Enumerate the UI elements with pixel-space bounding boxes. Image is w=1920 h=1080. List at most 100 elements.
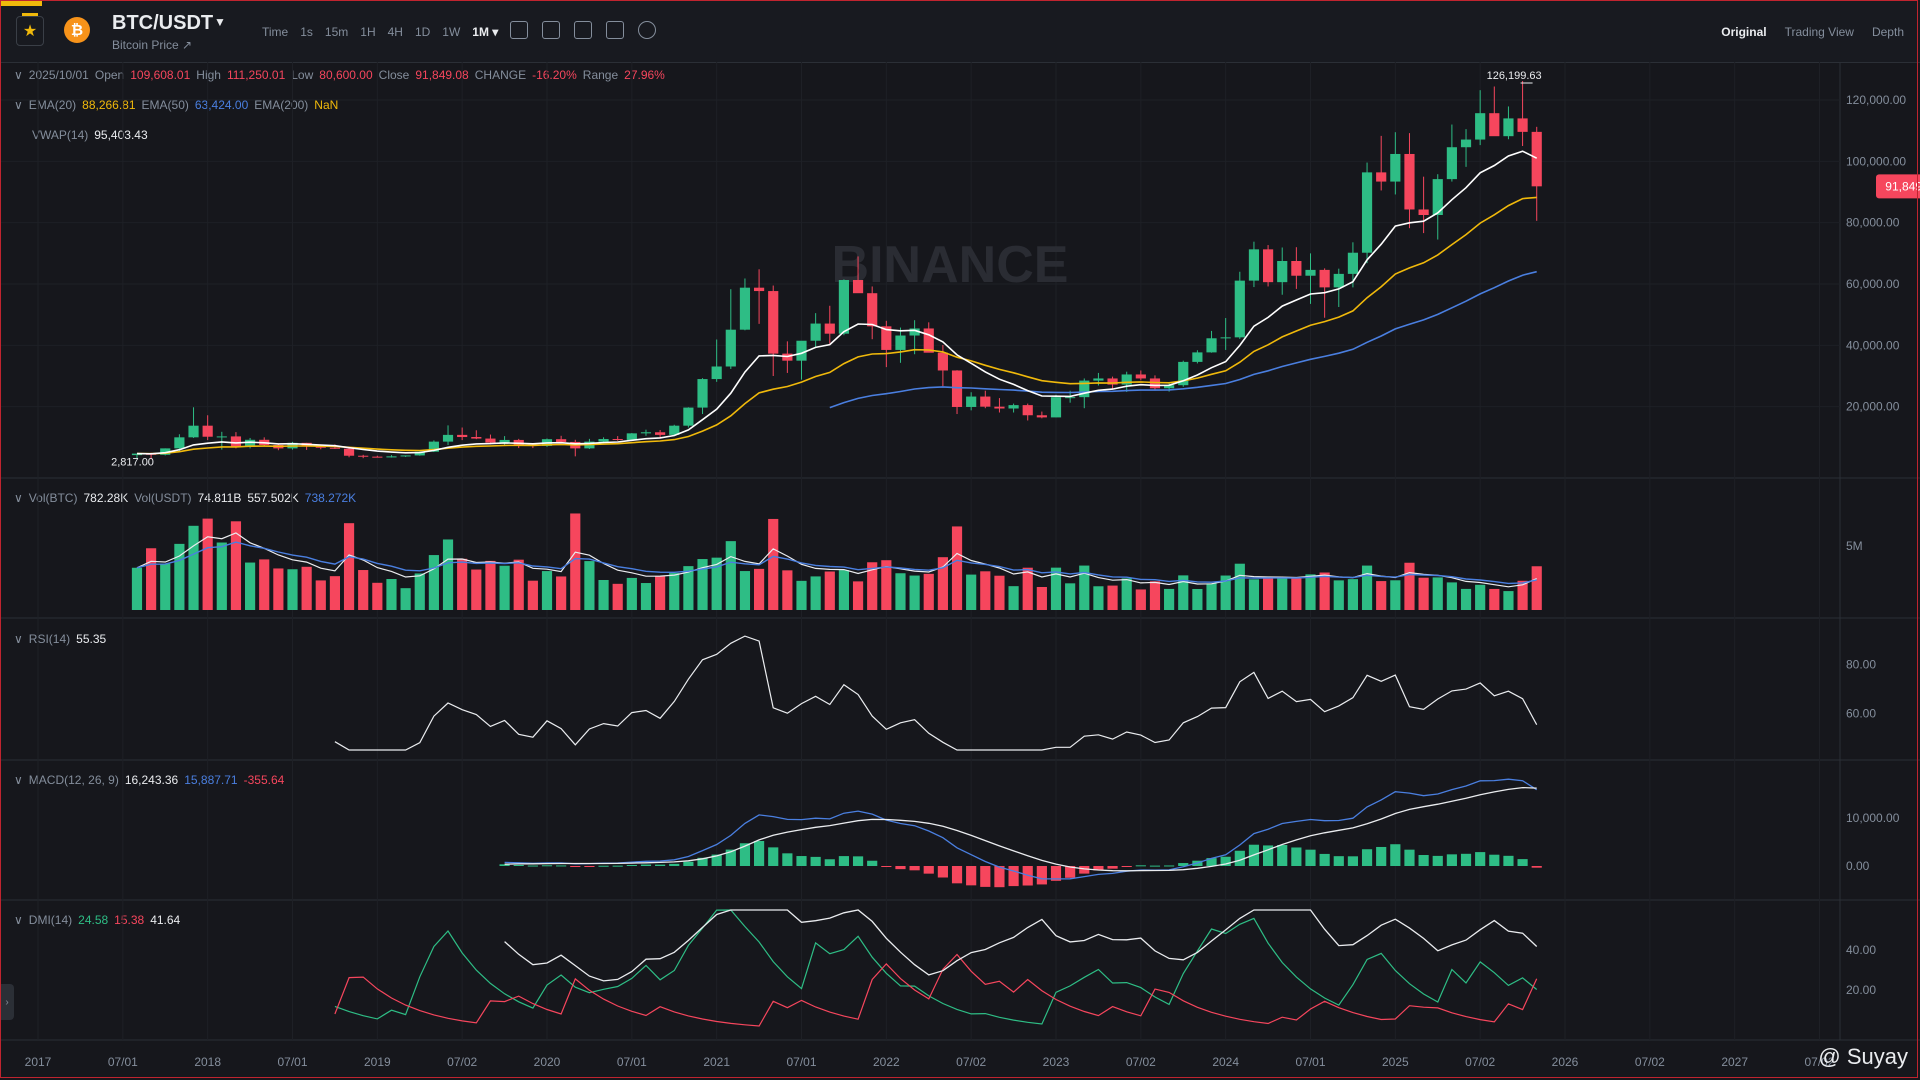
volume-bar bbox=[810, 576, 821, 610]
pair-dropdown-caret-icon[interactable]: ▼ bbox=[214, 15, 226, 29]
macd-dif-line bbox=[504, 778, 1538, 880]
volume-bar bbox=[796, 580, 807, 610]
volume-bar bbox=[1333, 580, 1344, 610]
volume-bar bbox=[1347, 579, 1359, 610]
macd-histogram-bar bbox=[810, 856, 821, 866]
dmi-pdi-value: 24.58 bbox=[78, 913, 109, 927]
volume-bar bbox=[1206, 583, 1217, 610]
macd-histogram-bar bbox=[838, 856, 850, 866]
more-icon[interactable] bbox=[638, 21, 656, 39]
candle-body bbox=[1277, 261, 1288, 283]
macd-histogram-bar bbox=[1432, 855, 1443, 866]
vwap-value: 95,403.43 bbox=[94, 128, 148, 142]
macd-histogram-bar bbox=[895, 866, 906, 870]
pair-title[interactable]: BTC/USDT bbox=[112, 12, 214, 34]
candle-body bbox=[852, 280, 864, 294]
candle-body bbox=[1489, 113, 1500, 137]
interval-6[interactable]: 1W bbox=[442, 25, 461, 39]
volume-bar bbox=[202, 518, 213, 610]
macd-histogram-bar bbox=[1036, 866, 1047, 885]
interval-0[interactable]: Time bbox=[262, 25, 289, 39]
settings-icon[interactable] bbox=[606, 21, 624, 39]
collapse-chevron-icon[interactable]: ∨ bbox=[14, 773, 23, 787]
expand-panel-handle-icon[interactable]: › bbox=[0, 984, 14, 1020]
macd-histogram-bar bbox=[881, 866, 892, 867]
interval-selector: Time 1s 15m 1H 4H 1D 1W 1M ▾ bbox=[262, 25, 510, 39]
candle-body bbox=[626, 433, 637, 440]
macd-histogram-bar bbox=[669, 863, 680, 866]
vwap-label: VWAP(14) bbox=[32, 128, 89, 142]
time-axis-label: 07/02 bbox=[956, 1055, 986, 1069]
macd-info-row: ∨ MACD(12, 26, 9) 16,243.36 15,887.71 -355.6… bbox=[14, 773, 290, 787]
volume-bar bbox=[400, 588, 411, 610]
change-label: CHANGE bbox=[474, 68, 527, 82]
interval-4[interactable]: 4H bbox=[387, 25, 403, 39]
interval-1[interactable]: 1s bbox=[300, 25, 313, 39]
macd-histogram-bar bbox=[1220, 856, 1231, 866]
macd-histogram-bar bbox=[966, 866, 977, 886]
candle-body bbox=[1135, 374, 1146, 379]
time-axis-label: 2023 bbox=[1043, 1055, 1070, 1069]
macd-histogram-bar bbox=[909, 866, 920, 871]
volume-bar bbox=[1404, 562, 1415, 610]
candle-body bbox=[1192, 352, 1203, 362]
calendar-icon[interactable] bbox=[510, 21, 528, 39]
volume-bar bbox=[1503, 591, 1514, 610]
macd-histogram-bar bbox=[1050, 866, 1062, 881]
interval-7[interactable]: 1M ▾ bbox=[472, 25, 499, 39]
volume-bar bbox=[315, 580, 326, 610]
volume-bar bbox=[584, 561, 595, 610]
pair-subtitle-link[interactable]: Bitcoin Price ↗ bbox=[112, 38, 193, 52]
time-axis-label: 2027 bbox=[1721, 1055, 1748, 1069]
candle-body bbox=[1248, 249, 1260, 281]
candle-body bbox=[1093, 378, 1104, 381]
macd-histogram-bar bbox=[541, 865, 553, 867]
macd-histogram-bar bbox=[1291, 847, 1302, 866]
volume-bar bbox=[230, 521, 242, 610]
vol-usdt-value: 74.811B bbox=[197, 491, 242, 505]
open-label: Open bbox=[94, 68, 125, 82]
collapse-chevron-icon[interactable]: ∨ bbox=[14, 68, 23, 82]
macd-histogram-bar bbox=[1093, 866, 1104, 871]
collapse-chevron-icon[interactable]: ∨ bbox=[14, 98, 23, 112]
interval-5[interactable]: 1D bbox=[414, 25, 431, 39]
rsi-axis-label: 60.00 bbox=[1846, 706, 1876, 720]
view-tab-1[interactable]: Trading View bbox=[1784, 25, 1854, 39]
volume-bar bbox=[994, 575, 1005, 610]
favorite-star-icon[interactable]: ★ bbox=[16, 13, 44, 46]
interval-3[interactable]: 1H bbox=[360, 25, 376, 39]
view-tab-2[interactable]: Depth bbox=[1871, 25, 1904, 39]
view-selector: Original Trading View Depth bbox=[1721, 25, 1904, 39]
volume-bar bbox=[923, 573, 934, 610]
macd-histogram-bar bbox=[1376, 846, 1387, 866]
volume-bar bbox=[867, 562, 878, 610]
volume-bar bbox=[852, 581, 864, 610]
volume-bar bbox=[1050, 567, 1062, 610]
candle-body bbox=[442, 434, 454, 442]
candle-type-icon[interactable] bbox=[574, 21, 592, 39]
candle-body bbox=[1460, 139, 1472, 148]
ema50-value: 63,424.00 bbox=[194, 98, 249, 112]
volume-bar bbox=[1277, 577, 1288, 610]
candle-body bbox=[1361, 172, 1373, 253]
volume-bar bbox=[1008, 586, 1019, 610]
change-value: -16.20% bbox=[532, 68, 577, 82]
collapse-chevron-icon[interactable]: ∨ bbox=[14, 913, 23, 927]
collapse-chevron-icon[interactable]: ∨ bbox=[14, 491, 23, 505]
macd-histogram-bar bbox=[739, 843, 751, 866]
collapse-chevron-icon[interactable]: ∨ bbox=[14, 632, 23, 646]
volume-bar bbox=[259, 559, 270, 610]
ohlc-date: 2025/10/01 bbox=[28, 68, 89, 82]
bitcoin-logo-icon: ₿ bbox=[64, 17, 90, 43]
candle-body bbox=[414, 451, 425, 456]
volume-bar bbox=[244, 562, 256, 610]
macd-histogram-bar bbox=[683, 861, 694, 866]
interval-2[interactable]: 15m bbox=[324, 25, 349, 39]
volume-bar bbox=[188, 525, 199, 610]
indicator-icon[interactable] bbox=[542, 21, 560, 39]
macd-histogram-bar bbox=[1178, 863, 1189, 866]
macd-histogram-bar bbox=[499, 864, 510, 866]
close-value: 91,849.08 bbox=[415, 68, 469, 82]
view-tab-0[interactable]: Original bbox=[1721, 25, 1767, 39]
